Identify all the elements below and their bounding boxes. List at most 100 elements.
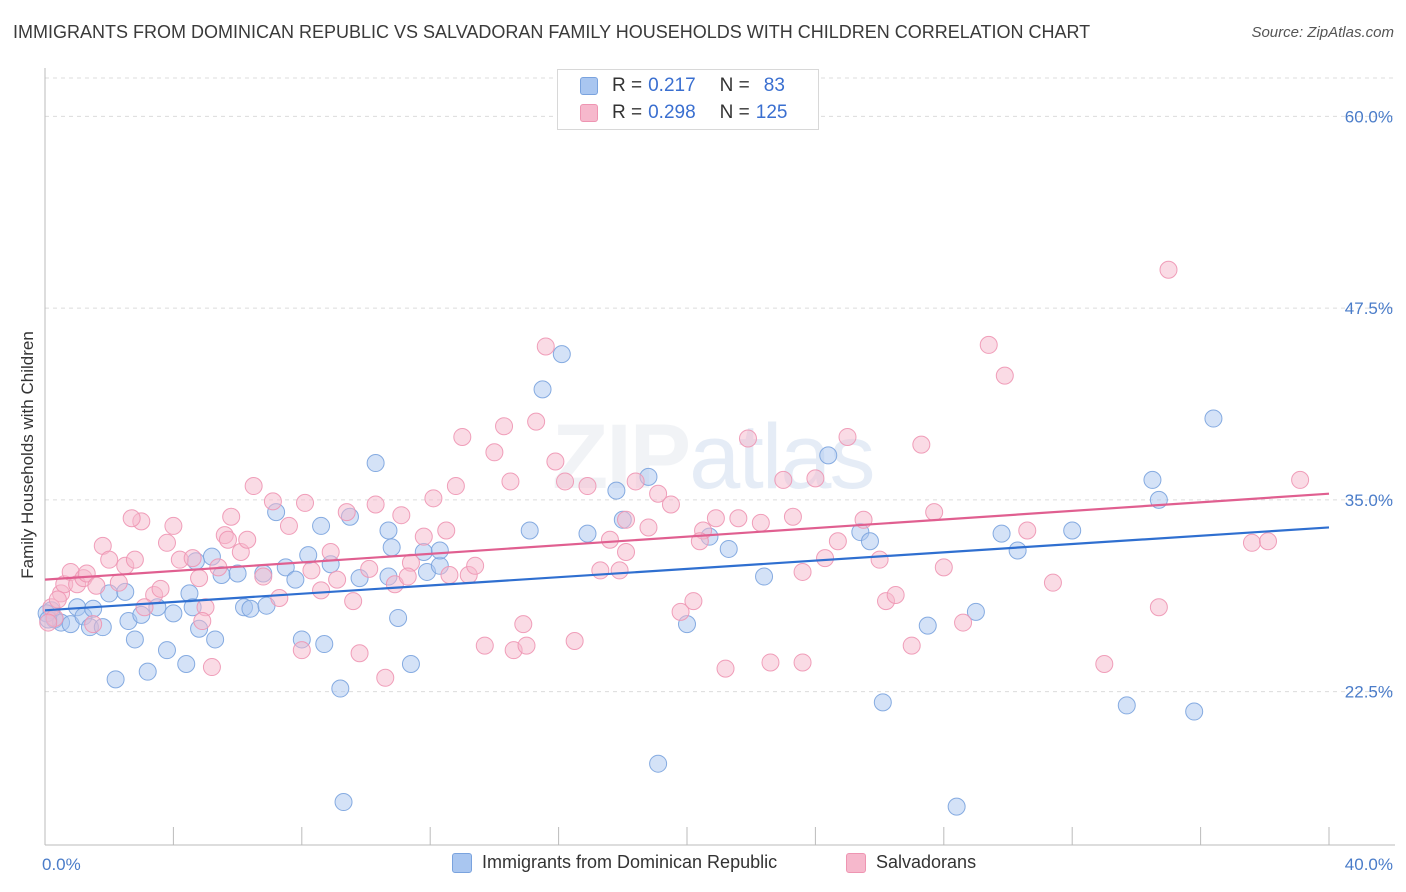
salvadoran-point-21 bbox=[190, 569, 209, 588]
salvadoran-point-42 bbox=[360, 559, 379, 578]
salvadoran-point-110 bbox=[48, 590, 67, 609]
salvadoran-point-75 bbox=[671, 602, 690, 621]
salvadoran-point-117 bbox=[617, 543, 636, 562]
salvadoran-point-81 bbox=[738, 429, 757, 448]
salvadoran-point-119 bbox=[1149, 598, 1168, 617]
salvadoran-point-84 bbox=[774, 470, 793, 489]
dominican-point-54 bbox=[578, 524, 597, 543]
salvadoran-point-57 bbox=[495, 417, 514, 436]
dominican-point-47 bbox=[401, 654, 420, 673]
dominican-point-44 bbox=[382, 538, 401, 557]
dominican-point-19 bbox=[177, 654, 196, 673]
correlation-legend: R = 0.217 N = 83 R = 0.298 N = 125 bbox=[557, 69, 819, 130]
salvadoran-point-88 bbox=[816, 549, 835, 568]
salvadoran-point-16 bbox=[151, 579, 170, 598]
dominican-point-36 bbox=[312, 516, 331, 535]
salvadoran-point-49 bbox=[424, 489, 443, 508]
salvadoran-point-8 bbox=[84, 615, 103, 634]
salvadoran-point-60 bbox=[517, 636, 536, 655]
salvadoran-point-18 bbox=[164, 516, 183, 535]
dominican-point-26 bbox=[228, 564, 247, 583]
watermark-atlas: atlas bbox=[689, 406, 875, 508]
legend-r-value: 0.298 bbox=[648, 102, 696, 123]
salvadoran-point-39 bbox=[337, 503, 356, 522]
dominican-point-37 bbox=[315, 635, 334, 654]
y-tick-label-2: 47.5% bbox=[1345, 299, 1393, 318]
salvadoran-point-70 bbox=[617, 510, 636, 529]
salvadoran-point-38 bbox=[328, 570, 347, 589]
salvadoran-point-52 bbox=[453, 427, 472, 446]
salvadoran-point-78 bbox=[706, 509, 725, 528]
salvadoran-point-113 bbox=[135, 598, 154, 617]
dominican-point-62 bbox=[755, 567, 774, 586]
bottom-legend-label: Salvadorans bbox=[876, 852, 977, 872]
salvadoran-point-120 bbox=[440, 566, 459, 585]
salvadoran-point-11 bbox=[109, 573, 128, 592]
salvadoran-point-65 bbox=[565, 631, 584, 650]
dominican-point-77 bbox=[1204, 409, 1223, 428]
salvadoran-point-32 bbox=[270, 589, 289, 608]
dominican-point-73 bbox=[1117, 696, 1136, 715]
dominican-point-70 bbox=[992, 524, 1011, 543]
salvadoran-point-35 bbox=[302, 561, 321, 580]
salvadoran-point-54 bbox=[466, 556, 485, 575]
salvadoran-point-48 bbox=[414, 527, 433, 546]
salvadoran-point-118 bbox=[793, 653, 812, 672]
dominican-point-72 bbox=[1063, 521, 1082, 540]
bottom-legend-label: Immigrants from Dominican Republic bbox=[482, 852, 778, 872]
salvadoran-point-95 bbox=[902, 636, 921, 655]
salvadoran-point-106 bbox=[1242, 533, 1261, 552]
salvadoran-point-121 bbox=[193, 612, 212, 631]
dominican-point-46 bbox=[389, 608, 408, 627]
salvadoran-point-101 bbox=[995, 366, 1014, 385]
salvadoran-point-86 bbox=[793, 562, 812, 581]
dominican-point-10 bbox=[106, 670, 125, 689]
salvadoran-point-13 bbox=[125, 550, 144, 569]
bottom-legend-swatch-blue bbox=[452, 852, 472, 873]
salvadoran-point-90 bbox=[838, 427, 857, 446]
x-tick-label-0: 0.0% bbox=[42, 855, 81, 874]
chart-title: IMMIGRANTS FROM DOMINICAN REPUBLIC VS SA… bbox=[13, 22, 1091, 42]
salvadoran-point-83 bbox=[761, 653, 780, 672]
salvadoran-point-30 bbox=[254, 567, 273, 586]
legend-row-dominican: R = 0.217 N = 83 bbox=[580, 73, 785, 99]
bottom-legend-dominican: Immigrants from Dominican Republic bbox=[452, 852, 777, 873]
salvadoran-point-87 bbox=[806, 469, 825, 488]
salvadoran-point-67 bbox=[591, 561, 610, 580]
salvadoran-point-85 bbox=[783, 507, 802, 526]
dominican-point-24 bbox=[206, 630, 225, 649]
salvadoran-point-92 bbox=[870, 550, 889, 569]
legend-r-value: 0.217 bbox=[648, 75, 696, 96]
salvadoran-point-20 bbox=[183, 549, 202, 568]
dominican-point-17 bbox=[157, 641, 176, 660]
salvadoran-point-76 bbox=[684, 592, 703, 611]
salvadoran-point-74 bbox=[661, 495, 680, 514]
dominican-point-39 bbox=[331, 679, 350, 698]
legend-swatch-pink bbox=[580, 104, 598, 122]
legend-swatch-blue bbox=[580, 77, 598, 95]
dominican-point-52 bbox=[533, 380, 552, 399]
salvadoran-point-107 bbox=[1259, 532, 1278, 551]
salvadoran-point-97 bbox=[925, 503, 944, 522]
salvadoran-point-99 bbox=[954, 613, 973, 632]
salvadoran-point-102 bbox=[1018, 521, 1037, 540]
salvadoran-point-94 bbox=[886, 585, 905, 604]
series-salvadoran-points bbox=[39, 260, 1310, 687]
dominican-point-76 bbox=[1185, 702, 1204, 721]
legend-n-value: 83 bbox=[763, 75, 785, 96]
tick-labels: 22.5% 35.0% 47.5% 60.0% 0.0% 40.0% bbox=[42, 107, 1393, 874]
salvadoran-point-71 bbox=[626, 472, 645, 491]
salvadoran-point-72 bbox=[639, 518, 658, 537]
salvadoran-point-34 bbox=[296, 493, 315, 512]
dominican-point-71 bbox=[1008, 541, 1027, 560]
salvadoran-point-66 bbox=[578, 477, 597, 496]
salvadoran-point-58 bbox=[501, 472, 520, 491]
salvadoran-point-114 bbox=[218, 530, 237, 549]
salvadoran-point-56 bbox=[485, 443, 504, 462]
salvadoran-point-96 bbox=[912, 435, 931, 454]
salvadoran-point-79 bbox=[716, 659, 735, 678]
salvadoran-point-51 bbox=[446, 477, 465, 496]
salvadoran-point-69 bbox=[610, 561, 629, 580]
salvadoran-point-61 bbox=[527, 412, 546, 431]
trend-lines bbox=[44, 492, 1330, 612]
